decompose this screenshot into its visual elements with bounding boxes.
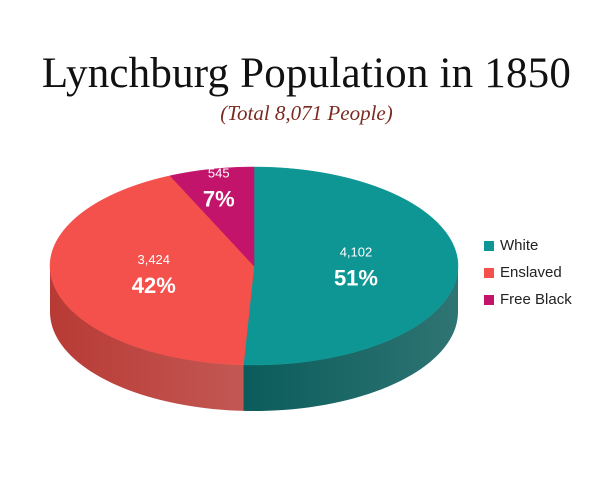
legend-item-free-black: Free Black bbox=[484, 286, 572, 313]
legend-label-free-black: Free Black bbox=[500, 291, 572, 308]
chart-title: Lynchburg Population in 1850 bbox=[41, 50, 572, 97]
legend-swatch-enslaved bbox=[484, 267, 494, 278]
pie-slices bbox=[49, 166, 459, 366]
data-label-value-white: 4,102 bbox=[340, 244, 373, 259]
data-label-percent-white: 51% bbox=[334, 265, 378, 290]
chart-legend: White Enslaved Free Black bbox=[484, 232, 572, 313]
legend-label-white: White bbox=[500, 237, 539, 254]
legend-item-white: White bbox=[484, 232, 572, 259]
data-label-percent-free-black: 7% bbox=[203, 187, 235, 212]
data-label-value-enslaved: 3,424 bbox=[137, 252, 170, 267]
pie-side-white bbox=[243, 266, 458, 411]
legend-label-enslaved: Enslaved bbox=[500, 264, 562, 281]
legend-item-enslaved: Enslaved bbox=[484, 259, 572, 286]
data-label-percent-enslaved: 42% bbox=[132, 273, 176, 298]
pie-sides bbox=[50, 266, 458, 411]
pie-slice-white bbox=[243, 166, 459, 366]
pie-labels: 4,102 51% 3,424 42% 545 7% bbox=[132, 166, 378, 299]
data-label-value-free-black: 545 bbox=[208, 166, 230, 181]
legend-swatch-white bbox=[484, 240, 494, 251]
chart-subtitle: (Total 8,071 People) bbox=[220, 101, 393, 125]
pie-slice-enslaved bbox=[49, 175, 255, 366]
pie-side-enslaved bbox=[50, 266, 244, 411]
legend-swatch-free-black bbox=[484, 294, 494, 305]
pie-slice-free-black bbox=[169, 166, 255, 267]
